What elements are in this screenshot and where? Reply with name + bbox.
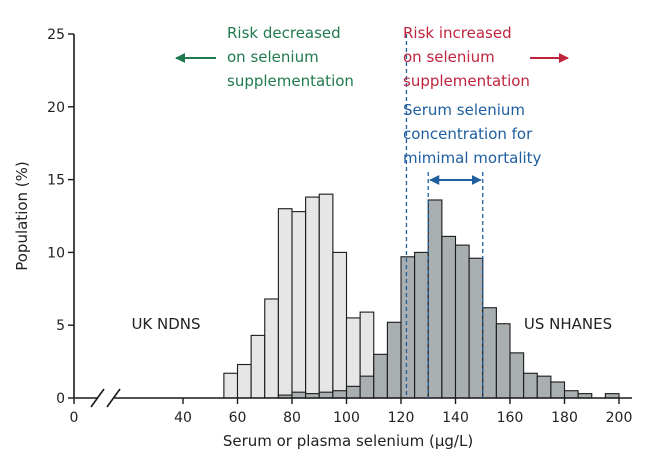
us-nhanes-bar-125 [414, 251, 429, 399]
optimal-line-1: Serum selenium [403, 101, 525, 119]
us-nhanes-bar-150 [482, 307, 497, 399]
annotation-optimal-concentration: Serum selenium concentration for mimimal… [403, 101, 542, 167]
series-label-us-nhanes: US NHANES [524, 315, 612, 333]
x-tick-label-80: 80 [283, 410, 301, 426]
risk-decreased-line-3: supplementation [227, 72, 354, 90]
y-axis-title: Population (%) [13, 161, 31, 271]
us-nhanes-bar-105 [359, 375, 375, 399]
uk-ndns-bar-90 [318, 193, 334, 399]
us-nhanes-bar-120 [400, 256, 416, 399]
x-tick-label-180: 180 [551, 410, 578, 426]
series-label-uk-ndns: UK NDNS [131, 315, 200, 333]
y-tick-label-5: 5 [56, 318, 65, 334]
uk-ndns-bar-55 [223, 372, 239, 399]
us-nhanes-bar-80 [291, 391, 307, 399]
us-nhanes-bar-135 [441, 235, 457, 399]
us-nhanes-bar-110 [373, 353, 388, 399]
uk-ndns-bar-95 [332, 251, 348, 399]
risk-increased-line-2: on selenium [403, 48, 495, 66]
us-nhanes-bar-180 [563, 390, 579, 399]
us-nhanes-bar-140 [454, 244, 470, 399]
y-tick-label-25: 25 [47, 27, 65, 43]
uk-ndns-bar-75 [277, 208, 293, 399]
optimal-line-3: mimimal mortality [403, 149, 542, 167]
risk-increased-line-1: Risk increased [403, 24, 512, 42]
annotation-risk-decreased: Risk decreased on selenium supplementati… [227, 24, 354, 90]
us-nhanes-bar-100 [345, 385, 361, 399]
us-nhanes-bar-90 [318, 391, 334, 399]
uk-ndns-bar-65 [250, 334, 266, 399]
us-nhanes-bar-155 [495, 323, 511, 399]
us-nhanes-bar-130 [427, 199, 443, 399]
annotation-overlays [175, 34, 569, 398]
y-tick-label-0: 0 [56, 391, 65, 407]
annotation-risk-increased: Risk increased on selenium supplementati… [403, 24, 530, 90]
optimal-line-2: concentration for [403, 125, 533, 143]
uk-ndns-bar-60 [236, 363, 252, 399]
x-tick-label-40: 40 [174, 410, 192, 426]
risk-decreased-line-2: on selenium [227, 48, 319, 66]
axis-ticks: 0 5 10 15 20 25 0 40 60 80 100 120 140 160 180 200 [47, 27, 632, 426]
y-tick-label-20: 20 [47, 100, 65, 116]
uk-ndns-bar-85 [305, 196, 320, 399]
us-nhanes-bar-165 [523, 372, 538, 399]
x-axis-title: Serum or plasma selenium (μg/L) [223, 432, 473, 450]
uk-ndns-bar-70 [264, 298, 279, 399]
us-nhanes-bar-115 [386, 321, 402, 399]
y-tick-label-10: 10 [47, 245, 65, 261]
uk-ndns-bars [223, 193, 402, 399]
risk-increased-line-3: supplementation [403, 72, 530, 90]
us-nhanes-bar-95 [332, 390, 348, 399]
x-tick-label-160: 160 [497, 410, 524, 426]
x-tick-label-100: 100 [333, 410, 360, 426]
x-tick-label-0: 0 [70, 410, 79, 426]
risk-decreased-line-1: Risk decreased [227, 24, 341, 42]
uk-ndns-bar-80 [291, 211, 307, 399]
y-tick-label-15: 15 [47, 173, 65, 189]
x-tick-label-200: 200 [606, 410, 633, 426]
us-nhanes-bar-145 [468, 257, 484, 399]
axis-break [90, 388, 121, 408]
x-tick-label-140: 140 [442, 410, 469, 426]
us-nhanes-bar-170 [536, 375, 552, 399]
us-nhanes-bar-160 [509, 352, 525, 399]
x-tick-label-60: 60 [229, 410, 247, 426]
us-nhanes-bar-175 [550, 381, 566, 399]
x-tick-label-120: 120 [388, 410, 415, 426]
